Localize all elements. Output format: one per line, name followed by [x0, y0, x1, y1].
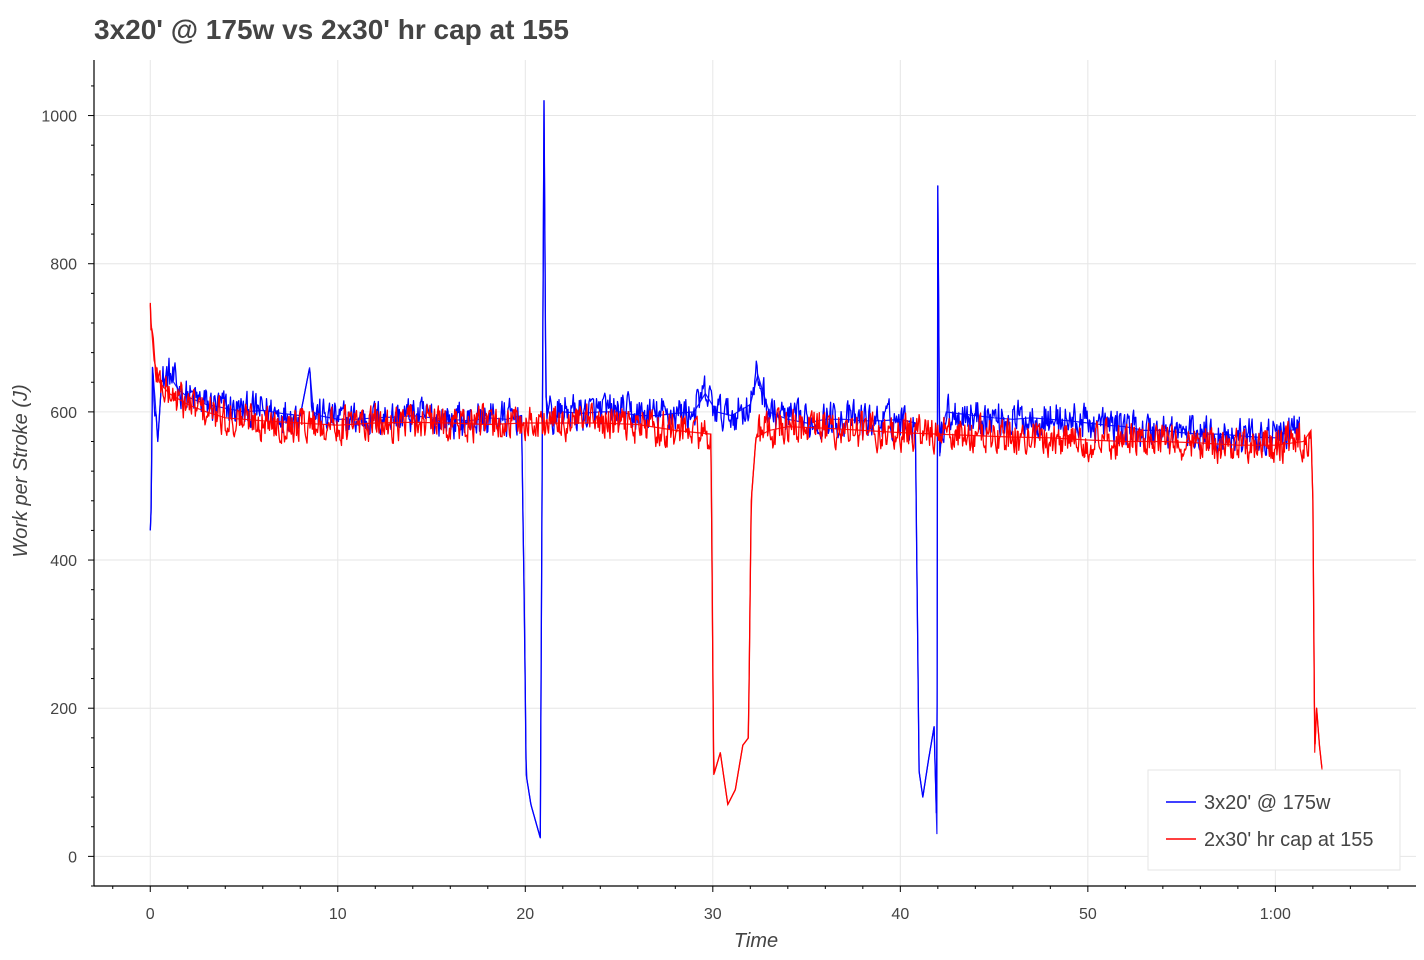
- x-tick-label: 10: [329, 906, 347, 923]
- x-tick-label: 50: [1079, 906, 1097, 923]
- plot-area: [94, 60, 1416, 886]
- x-tick-label: 40: [891, 906, 909, 923]
- legend: 3x20' @ 175w 2x30' hr cap at 155: [1147, 769, 1401, 871]
- axes: 0 10 20 30 40 50 1:00 0 200 400 600 800 1000: [41, 60, 1416, 923]
- chart-title: 3x20' @ 175w vs 2x30' hr cap at 155: [94, 14, 569, 45]
- x-axis-label: Time: [734, 930, 778, 952]
- series-outline-2: [149, 304, 1323, 807]
- y-tick-label: 0: [68, 849, 77, 866]
- grid-lines: [94, 60, 1416, 886]
- y-tick-label: 800: [50, 257, 77, 274]
- x-tick-label: 30: [704, 906, 722, 923]
- x-tick-label: 1:00: [1260, 906, 1291, 923]
- series-layer: [149, 100, 1323, 839]
- y-tick-label: 1000: [41, 109, 77, 126]
- series-line-1: [149, 100, 1301, 839]
- y-axis-label: Work per Stroke (J): [10, 384, 32, 557]
- y-tick-label: 200: [50, 701, 77, 718]
- x-tick-label: 20: [516, 906, 534, 923]
- series-outline-1: [149, 100, 1300, 838]
- x-tick-label: 0: [146, 906, 155, 923]
- y-tick-label: 400: [50, 553, 77, 570]
- legend-box: [1147, 769, 1401, 871]
- legend-label-series-2: 2x30' hr cap at 155: [1204, 829, 1374, 851]
- legend-label-series-1: 3x20' @ 175w: [1204, 792, 1331, 814]
- y-tick-label: 600: [50, 405, 77, 422]
